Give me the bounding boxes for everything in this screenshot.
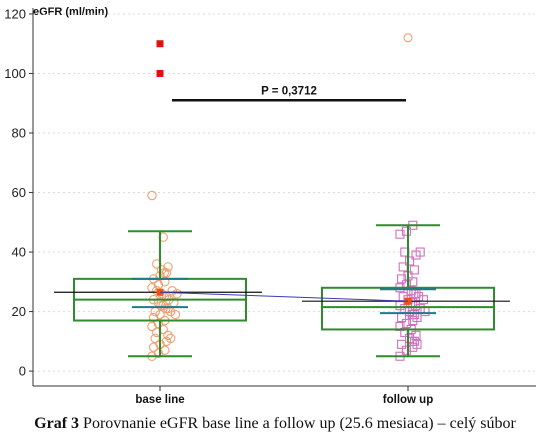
data-point [401,318,411,329]
significance-annotation: P = 0,3712 [172,85,406,102]
data-point [147,321,157,332]
y-axis-ticks: 0 20 40 60 80 100 120 [4,6,33,379]
data-point [170,309,181,320]
far-outlier [156,40,164,48]
y-tick-label: 60 [12,185,26,200]
plot-frame [32,8,536,387]
data-point [395,229,405,239]
data-point [163,262,173,272]
data-point [411,289,421,299]
data-point [418,295,428,305]
data-point [401,345,411,355]
data-point [156,265,167,275]
data-point [405,256,415,266]
data-point [155,309,165,320]
data-point [160,277,170,287]
data-point [407,310,417,320]
data-point [405,333,415,343]
data-point [415,247,425,257]
y-tick-label: 120 [4,6,26,21]
grid-lines [33,13,536,372]
mean-connector-line [159,291,409,302]
y-tick-label: 0 [19,364,26,379]
data-point [412,339,422,349]
data-point [165,333,176,344]
data-point [172,288,182,299]
data-point [411,330,421,340]
caption-label: Graf 3 [34,415,80,432]
y-tick-label: 100 [4,66,26,81]
y-tick-label: 20 [12,304,26,319]
data-point [406,286,416,296]
y-axis-label: eGFR (ml/min) [33,6,109,18]
data-point [420,307,430,317]
data-point [397,339,407,349]
data-point [410,301,420,311]
x-category-label: base line [135,394,184,406]
far-outlier [156,69,164,77]
figure-caption: Graf 3 Porovnanie eGFR base line a follo… [0,415,550,433]
data-point [156,300,166,311]
box-group-base-line [54,40,262,361]
y-tick-label: 40 [12,245,26,260]
data-point [161,303,171,314]
data-point [409,289,419,299]
data-point [397,312,407,323]
data-point [153,348,164,359]
data-point [167,286,177,296]
data-point [409,265,419,275]
box-plot-chart: eGFR (ml/min) 0 20 40 60 80 100 120 base line f… [4,6,536,406]
far-outlier [403,33,413,43]
data-point [147,190,157,201]
y-tick-label: 80 [12,126,26,141]
box-series [54,33,510,361]
data-point [397,274,407,284]
iqr-box [321,286,495,331]
data-point [150,333,160,344]
data-point [401,226,411,236]
data-point [395,301,405,311]
data-point [395,321,405,332]
data-point [414,292,424,302]
data-point [153,318,164,329]
caption-text: Porovnanie eGFR base line a follow up (2… [83,415,516,432]
x-axis-categories: base line follow up [135,386,433,406]
data-point [148,312,159,323]
data-point [163,330,173,341]
p-value-label: P = 0,3712 [261,85,317,97]
data-point [148,342,159,353]
x-category-label: follow up [383,394,433,406]
